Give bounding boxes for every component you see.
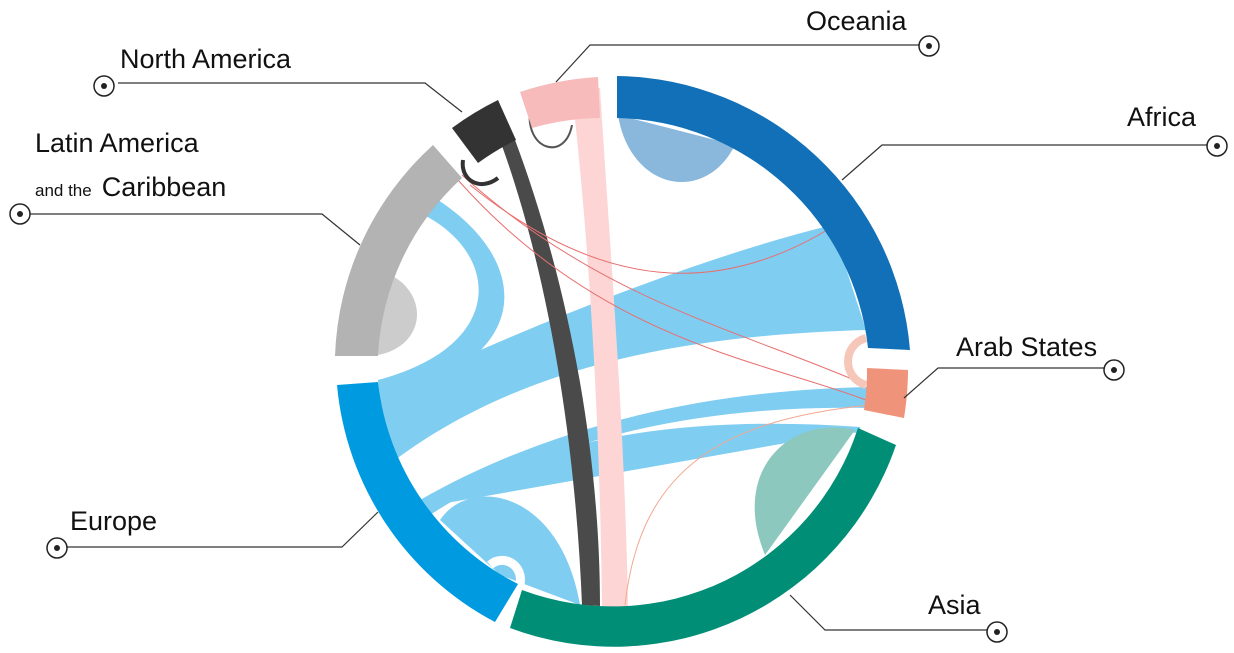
leader-north-america	[118, 82, 463, 113]
target-dot-icon[interactable]	[9, 203, 31, 225]
leader-asia	[789, 594, 992, 631]
arc-north-america[interactable]	[452, 100, 516, 163]
ribbon-europe-europe	[440, 496, 580, 605]
ribbon-thin-2	[457, 179, 867, 401]
label-latin-america-line1: Latin America	[35, 128, 200, 158]
leader-europe	[55, 511, 379, 548]
ribbon-thin-3	[469, 184, 841, 274]
label-north-america: North America	[120, 44, 292, 74]
chord-ribbons	[378, 88, 871, 608]
ribbon-thin-4	[624, 404, 871, 606]
arc-latin-america[interactable]	[335, 145, 462, 356]
label-africa: Africa	[1127, 102, 1197, 132]
ribbon-europe-latin	[378, 200, 505, 400]
arc-asia[interactable]	[510, 428, 896, 647]
region-labels: Oceania North America Latin America and …	[35, 6, 1197, 620]
ribbon-europe-africa	[380, 225, 866, 470]
arc-africa[interactable]	[617, 76, 910, 350]
target-dot-icon[interactable]	[986, 621, 1008, 643]
leader-africa	[841, 144, 1210, 181]
leader-oceania	[555, 44, 920, 83]
leader-lines	[22, 44, 1210, 631]
leader-latin-america	[22, 213, 361, 246]
target-dot-icon[interactable]	[1206, 135, 1228, 157]
ribbon-arab-arab	[844, 334, 868, 389]
ribbon-namerica-asia	[498, 135, 600, 606]
region-arcs	[335, 76, 910, 647]
label-latin-america-big: Caribbean	[102, 172, 227, 202]
target-dot-icon[interactable]	[1103, 359, 1125, 381]
arc-oceania[interactable]	[520, 77, 600, 128]
label-latin-america-small: and the	[35, 181, 92, 200]
ribbon-europe-arab	[420, 387, 868, 515]
target-dot-icon[interactable]	[918, 35, 940, 57]
target-dot-icon[interactable]	[93, 75, 115, 97]
ribbon-europe-asia	[433, 423, 861, 508]
ribbon-namerica-loop	[460, 159, 500, 186]
label-europe: Europe	[70, 506, 157, 536]
target-dot-icon[interactable]	[46, 537, 68, 559]
ribbon-europe-loop	[487, 555, 525, 592]
ribbon-oceania-asia	[572, 88, 628, 608]
label-arab-states: Arab States	[956, 332, 1097, 362]
label-oceania: Oceania	[806, 6, 908, 36]
label-latin-america-line2: and the Caribbean	[35, 172, 226, 202]
ribbon-africa-africa	[618, 115, 735, 183]
arc-arab-states[interactable]	[864, 368, 908, 418]
ribbon-thin-1	[461, 174, 867, 386]
leader-arab-states	[903, 367, 1110, 399]
arc-europe[interactable]	[337, 382, 518, 622]
label-asia: Asia	[928, 590, 982, 620]
markers	[9, 35, 1228, 643]
ribbon-asia-asia	[754, 427, 855, 555]
